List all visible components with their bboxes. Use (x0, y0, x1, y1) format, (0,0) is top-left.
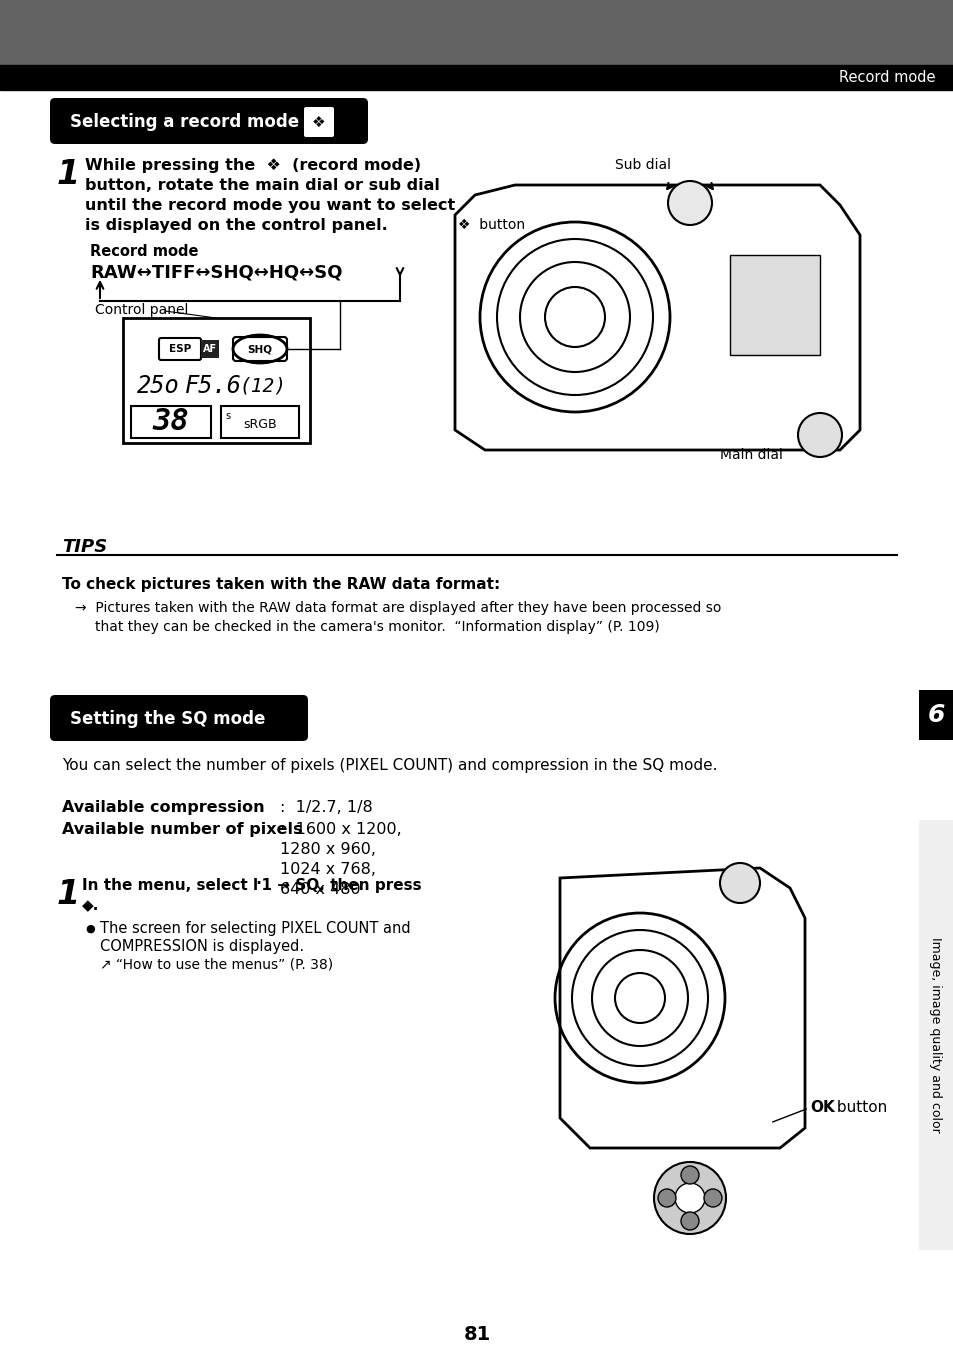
Text: 1: 1 (57, 878, 80, 911)
Text: 81: 81 (463, 1325, 490, 1344)
Text: AF: AF (203, 344, 217, 354)
Text: until the record mode you want to select: until the record mode you want to select (85, 198, 455, 213)
Text: →  Pictures taken with the RAW data format are displayed after they have been pr: → Pictures taken with the RAW data forma… (75, 602, 720, 615)
Bar (0, 0, 953, 65)
Text: s: s (225, 411, 230, 421)
Text: button, rotate the main dial or sub dial: button, rotate the main dial or sub dial (85, 178, 439, 192)
Text: In the menu, select ŀ1 → SQ, then press: In the menu, select ŀ1 → SQ, then press (82, 878, 421, 893)
Text: 25o: 25o (137, 374, 179, 398)
Text: TIPS: TIPS (62, 538, 107, 556)
Text: Available compression: Available compression (62, 799, 264, 814)
Text: While pressing the  ❖  (record mode): While pressing the ❖ (record mode) (85, 159, 420, 173)
Text: 640 x 480: 640 x 480 (280, 882, 360, 897)
Text: sRGB: sRGB (243, 417, 276, 431)
Bar (918, 820, 953, 1251)
Text: 38: 38 (152, 408, 190, 436)
Circle shape (680, 1211, 699, 1230)
Text: Record mode: Record mode (839, 70, 935, 85)
Text: RAW↔TIFF↔SHQ↔HQ↔SQ: RAW↔TIFF↔SHQ↔HQ↔SQ (90, 263, 342, 280)
Text: Selecting a record mode: Selecting a record mode (70, 112, 299, 131)
Text: button: button (831, 1100, 886, 1115)
Text: ESP: ESP (169, 344, 191, 354)
Text: ❖  button: ❖ button (457, 218, 524, 232)
Text: Control panel: Control panel (95, 304, 188, 317)
Circle shape (654, 1163, 725, 1234)
Text: Sub dial: Sub dial (615, 159, 670, 172)
Text: Record mode: Record mode (90, 244, 198, 259)
Text: 1024 x 768,: 1024 x 768, (280, 862, 375, 877)
Circle shape (797, 413, 841, 457)
FancyBboxPatch shape (50, 695, 308, 741)
Circle shape (675, 1183, 704, 1213)
Circle shape (658, 1188, 676, 1207)
Text: ↗ “How to use the menus” (P. 38): ↗ “How to use the menus” (P. 38) (100, 958, 333, 972)
Text: You can select the number of pixels (PIXEL COUNT) and compression in the SQ mode: You can select the number of pixels (PIX… (62, 757, 717, 772)
FancyBboxPatch shape (233, 337, 287, 360)
Text: that they can be checked in the camera's monitor.  “Information display” (P. 109: that they can be checked in the camera's… (95, 621, 659, 634)
Text: 1: 1 (57, 159, 80, 191)
Text: To check pictures taken with the RAW data format:: To check pictures taken with the RAW dat… (62, 577, 499, 592)
FancyBboxPatch shape (304, 107, 334, 137)
Text: :  1/2.7, 1/8: : 1/2.7, 1/8 (280, 799, 373, 814)
Text: Image, image quality and color: Image, image quality and color (928, 938, 942, 1133)
Bar (0, 65, 953, 89)
Text: OK: OK (809, 1100, 834, 1115)
Text: 1280 x 960,: 1280 x 960, (280, 841, 375, 856)
Text: (12): (12) (239, 377, 286, 396)
Text: ◆.: ◆. (82, 898, 99, 913)
Bar (221, 406, 298, 438)
Text: ●: ● (85, 924, 94, 934)
Circle shape (667, 182, 711, 225)
Text: F5.6: F5.6 (185, 374, 242, 398)
Circle shape (703, 1188, 721, 1207)
Text: is displayed on the control panel.: is displayed on the control panel. (85, 218, 387, 233)
Text: 6: 6 (926, 703, 943, 728)
Text: ❖: ❖ (312, 115, 326, 130)
Circle shape (680, 1167, 699, 1184)
Text: COMPRESSION is displayed.: COMPRESSION is displayed. (100, 939, 304, 954)
FancyBboxPatch shape (50, 98, 368, 144)
Bar (918, 690, 953, 740)
Text: Available number of pixels: Available number of pixels (62, 822, 302, 837)
Bar (201, 340, 219, 358)
Text: Setting the SQ mode: Setting the SQ mode (70, 710, 265, 728)
Circle shape (720, 863, 760, 902)
Text: Main dial: Main dial (720, 449, 782, 462)
Text: The screen for selecting PIXEL COUNT and: The screen for selecting PIXEL COUNT and (100, 921, 410, 936)
Bar (729, 255, 820, 355)
Text: :  1600 x 1200,: : 1600 x 1200, (280, 822, 401, 837)
Bar (131, 406, 211, 438)
Text: SHQ: SHQ (247, 344, 273, 354)
FancyBboxPatch shape (159, 337, 201, 360)
Bar (123, 318, 310, 443)
